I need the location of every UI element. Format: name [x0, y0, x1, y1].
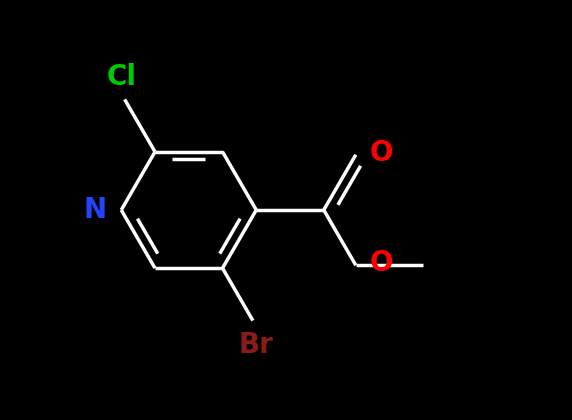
Text: O: O — [370, 249, 394, 277]
Text: Cl: Cl — [107, 63, 137, 91]
Text: Br: Br — [239, 331, 273, 359]
Text: O: O — [370, 139, 394, 167]
Text: N: N — [84, 196, 107, 224]
